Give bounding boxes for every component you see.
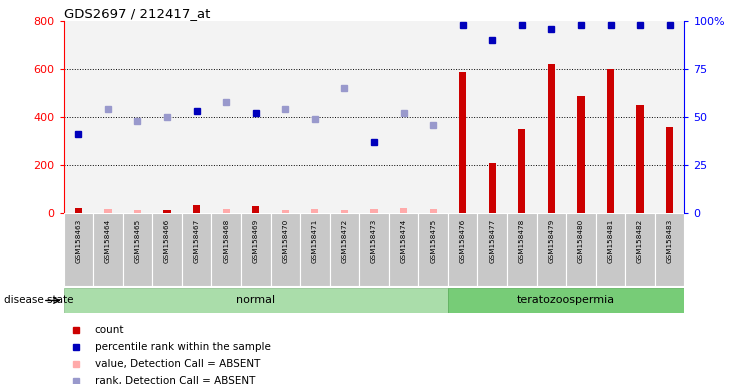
Bar (75, 208, 82, 213)
Text: GSM158465: GSM158465 (135, 219, 141, 263)
Bar (271, 213, 300, 286)
Bar (271, 21, 300, 213)
Bar (300, 21, 330, 213)
Text: GSM158480: GSM158480 (578, 219, 584, 263)
Bar (536, 213, 566, 286)
Bar (359, 21, 389, 213)
Bar (212, 21, 241, 213)
Bar (330, 213, 359, 286)
Bar (163, 210, 171, 213)
Bar (448, 213, 477, 286)
Bar (418, 213, 448, 286)
Text: count: count (94, 325, 124, 335)
Bar (488, 163, 496, 213)
Text: GSM158463: GSM158463 (76, 219, 82, 263)
Text: GSM158467: GSM158467 (194, 219, 200, 263)
Text: normal: normal (236, 295, 275, 306)
Bar (536, 21, 566, 213)
Bar (654, 213, 684, 286)
Bar (400, 208, 407, 213)
Text: GSM158472: GSM158472 (341, 219, 347, 263)
Bar (64, 21, 94, 213)
Bar (389, 213, 418, 286)
Text: GSM158481: GSM158481 (607, 219, 613, 263)
Text: GSM158475: GSM158475 (430, 219, 436, 263)
Bar (241, 213, 271, 286)
Text: teratozoospermia: teratozoospermia (517, 295, 615, 306)
Text: GSM158476: GSM158476 (460, 219, 466, 263)
Bar (389, 21, 418, 213)
Bar (252, 206, 260, 213)
Text: percentile rank within the sample: percentile rank within the sample (94, 342, 271, 352)
Bar (595, 21, 625, 213)
Bar (182, 213, 212, 286)
Bar (477, 21, 507, 213)
Bar (123, 21, 153, 213)
Bar (518, 129, 525, 213)
Bar (548, 65, 555, 213)
Bar (300, 213, 330, 286)
Text: GDS2697 / 212417_at: GDS2697 / 212417_at (64, 7, 210, 20)
Bar (637, 105, 644, 213)
Text: GSM158483: GSM158483 (666, 219, 672, 263)
Text: disease state: disease state (4, 295, 73, 306)
Bar (134, 210, 141, 213)
Bar (448, 288, 684, 313)
Text: GSM158466: GSM158466 (164, 219, 170, 263)
Bar (507, 213, 536, 286)
Bar (64, 288, 448, 313)
Bar (666, 127, 673, 213)
Bar (330, 21, 359, 213)
Bar (459, 71, 466, 213)
Bar (193, 205, 200, 213)
Bar (507, 21, 536, 213)
Bar (577, 96, 585, 213)
Bar (123, 213, 153, 286)
Bar (94, 213, 123, 286)
Bar (477, 213, 507, 286)
Bar (282, 210, 289, 213)
Text: GSM158468: GSM158468 (223, 219, 229, 263)
Bar (94, 21, 123, 213)
Bar (182, 21, 212, 213)
Text: GSM158470: GSM158470 (282, 219, 288, 263)
Bar (223, 209, 230, 213)
Bar (429, 209, 437, 213)
Text: GSM158479: GSM158479 (548, 219, 554, 263)
Text: GSM158478: GSM158478 (519, 219, 525, 263)
Bar (212, 213, 241, 286)
Bar (153, 21, 182, 213)
Bar (654, 21, 684, 213)
Bar (448, 21, 477, 213)
Bar (64, 213, 94, 286)
Bar (566, 21, 595, 213)
Bar (370, 209, 378, 213)
Text: value, Detection Call = ABSENT: value, Detection Call = ABSENT (94, 359, 260, 369)
Bar (566, 213, 595, 286)
Bar (625, 213, 654, 286)
Text: GSM158477: GSM158477 (489, 219, 495, 263)
Bar (241, 21, 271, 213)
Text: GSM158464: GSM158464 (105, 219, 111, 263)
Bar (418, 21, 448, 213)
Text: GSM158469: GSM158469 (253, 219, 259, 263)
Bar (341, 210, 348, 213)
Text: GSM158473: GSM158473 (371, 219, 377, 263)
Bar (359, 213, 389, 286)
Text: rank, Detection Call = ABSENT: rank, Detection Call = ABSENT (94, 376, 255, 384)
Text: GSM158474: GSM158474 (401, 219, 407, 263)
Bar (153, 213, 182, 286)
Bar (595, 213, 625, 286)
Bar (311, 209, 319, 213)
Bar (607, 69, 614, 213)
Text: GSM158471: GSM158471 (312, 219, 318, 263)
Text: GSM158482: GSM158482 (637, 219, 643, 263)
Bar (625, 21, 654, 213)
Bar (104, 209, 111, 213)
